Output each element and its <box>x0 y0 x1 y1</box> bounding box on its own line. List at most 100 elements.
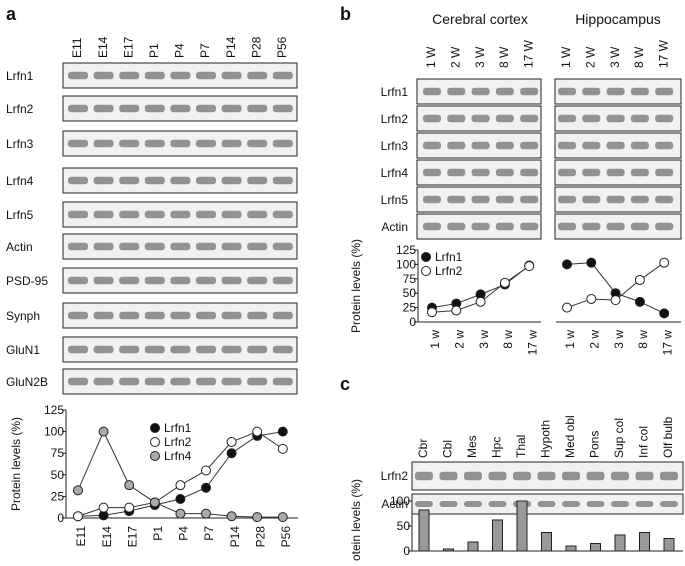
band <box>606 114 625 123</box>
band <box>611 471 629 481</box>
lane-label: E11 <box>70 37 84 58</box>
panel-letter: c <box>340 374 350 394</box>
band <box>630 141 649 150</box>
band <box>520 195 539 204</box>
band <box>562 471 580 481</box>
y-tick-label: 25 <box>51 489 65 503</box>
row-label: Lrfn1 <box>6 69 34 83</box>
y-tick-label: 125 <box>44 403 64 417</box>
row-label: Lrfn4 <box>381 166 409 180</box>
band <box>196 242 216 251</box>
band <box>247 139 268 148</box>
band <box>423 222 441 231</box>
band <box>630 222 649 231</box>
band <box>272 71 293 80</box>
band <box>221 139 242 148</box>
band <box>520 114 539 123</box>
band <box>196 210 216 219</box>
band <box>196 311 216 320</box>
band <box>93 176 114 185</box>
band <box>520 222 539 231</box>
marker <box>98 426 109 437</box>
legend-marker <box>421 266 431 276</box>
legend-marker <box>150 451 160 461</box>
band <box>93 345 114 354</box>
band <box>170 210 191 219</box>
band <box>144 276 165 285</box>
band <box>119 311 140 320</box>
marker <box>659 308 670 319</box>
band <box>247 176 268 185</box>
marker <box>226 448 237 459</box>
band <box>586 471 605 481</box>
marker <box>659 257 670 268</box>
band <box>247 311 268 320</box>
y-tick-label: 125 <box>396 243 416 257</box>
band <box>144 311 165 320</box>
band <box>495 195 514 204</box>
band <box>272 176 293 185</box>
bar <box>541 532 552 552</box>
band <box>144 176 165 185</box>
band <box>471 114 490 123</box>
band <box>447 114 466 123</box>
band <box>471 87 490 96</box>
band <box>93 104 114 113</box>
band <box>582 168 601 177</box>
row-label: Actin <box>381 220 408 234</box>
band <box>119 242 140 251</box>
band <box>119 104 140 113</box>
lane-label: 2 W <box>448 46 462 68</box>
lane-label: 3 W <box>608 46 622 68</box>
band <box>221 104 242 113</box>
band <box>170 104 191 113</box>
lane-label: 1 W <box>424 46 438 68</box>
legend-marker <box>150 437 160 447</box>
lane-label: Pons <box>588 431 602 458</box>
row-label: GluN1 <box>6 343 40 357</box>
band <box>119 377 140 386</box>
band <box>247 210 268 219</box>
band <box>558 195 576 204</box>
band <box>68 377 88 386</box>
band <box>272 377 293 386</box>
band <box>630 168 649 177</box>
marker <box>562 302 572 313</box>
band <box>635 501 654 507</box>
band <box>93 276 114 285</box>
band <box>93 311 114 320</box>
band <box>272 210 293 219</box>
band <box>655 87 674 96</box>
band <box>495 168 514 177</box>
band <box>221 176 242 185</box>
row-label: Lrfn5 <box>6 208 34 222</box>
band <box>93 242 114 251</box>
band <box>144 139 165 148</box>
bar <box>565 545 577 552</box>
marker <box>252 512 263 523</box>
marker <box>634 296 645 307</box>
lane-label: 17 w <box>660 330 674 356</box>
y-tick-label: 100 <box>396 257 416 271</box>
band <box>196 71 216 80</box>
band <box>221 71 242 80</box>
lane-label: P14 <box>224 36 238 58</box>
band <box>247 345 268 354</box>
band <box>630 87 649 96</box>
marker <box>252 426 263 437</box>
lane-label: 2 w <box>587 330 601 349</box>
band <box>655 222 674 231</box>
row-label: Lrfn1 <box>381 85 409 99</box>
bar <box>418 509 430 552</box>
band <box>170 311 191 320</box>
lane-label: P56 <box>279 526 293 548</box>
band <box>119 139 140 148</box>
lane-label: 8 W <box>497 46 511 68</box>
band <box>471 141 490 150</box>
band <box>68 104 88 113</box>
lane-label: Cbr <box>416 439 430 458</box>
band <box>93 377 114 386</box>
band <box>606 195 625 204</box>
lane-label: P4 <box>173 43 187 58</box>
y-tick-label: 100 <box>44 425 64 439</box>
